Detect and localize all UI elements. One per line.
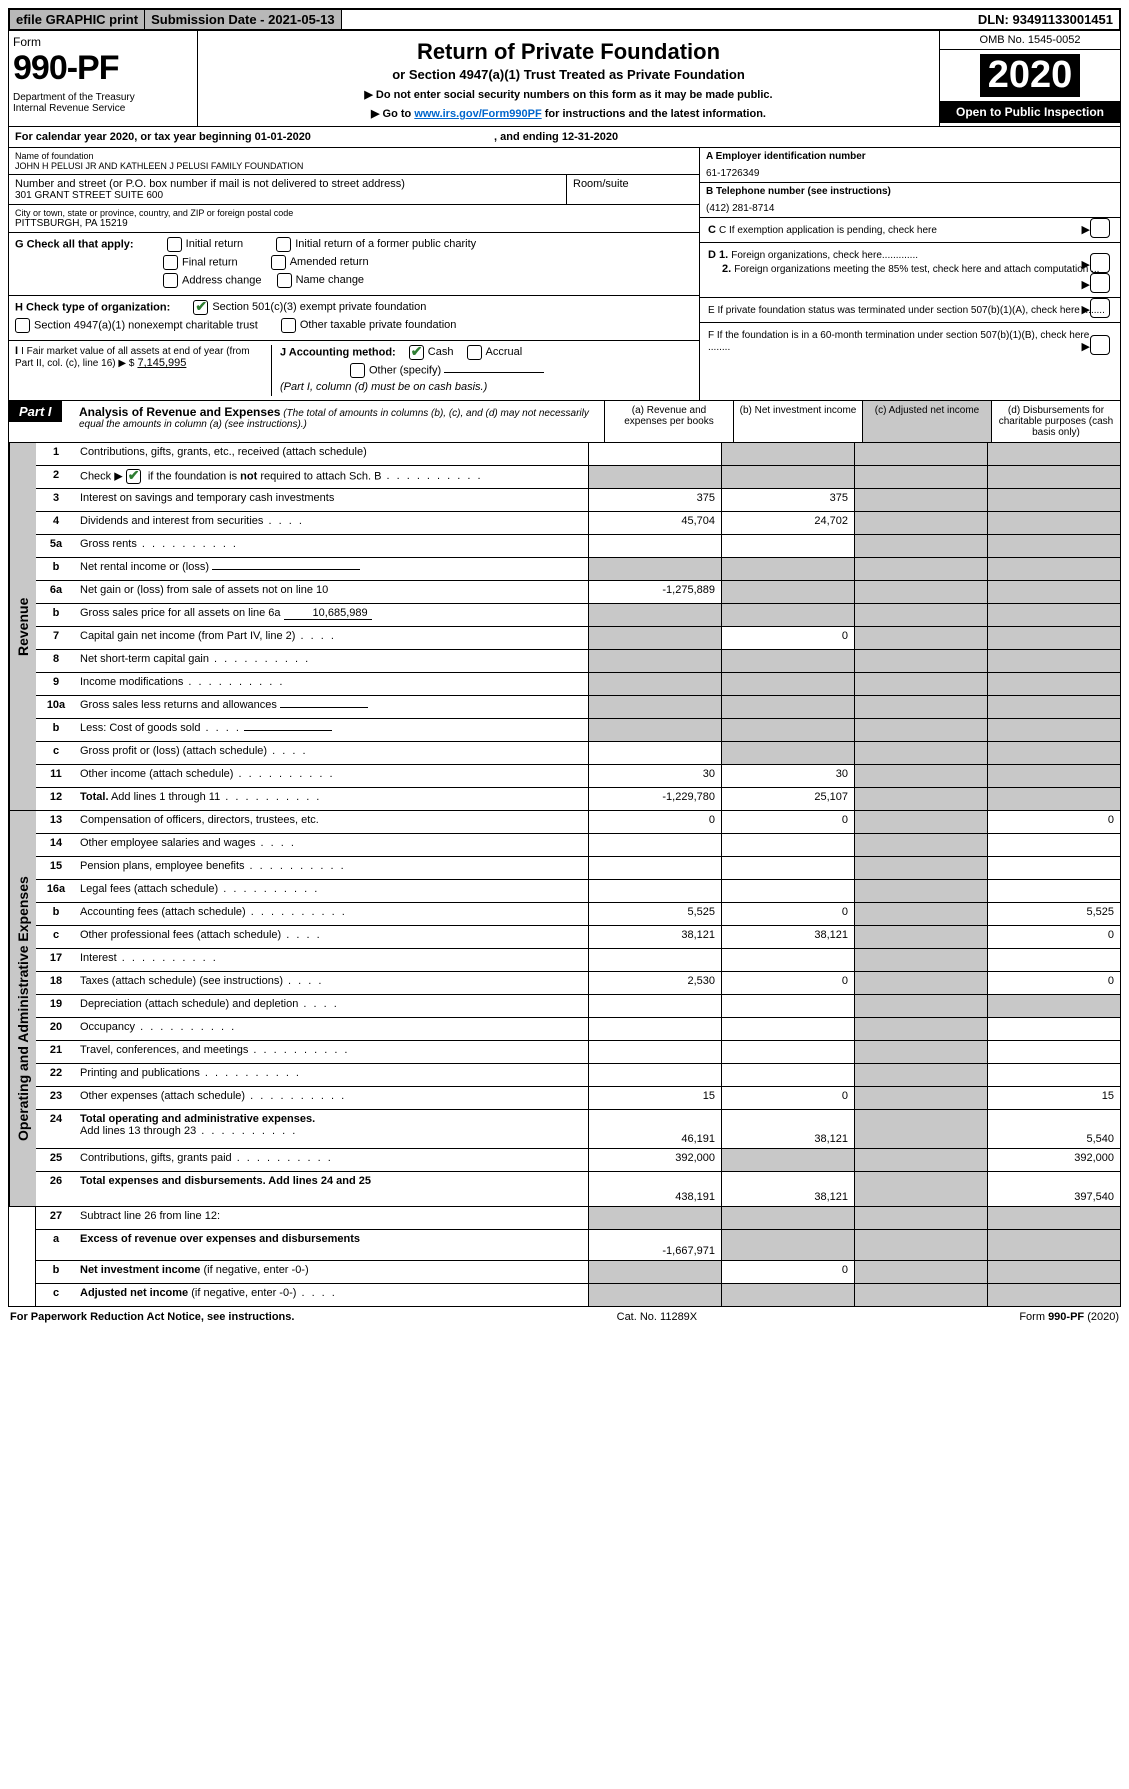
part-label: Part I [9,401,62,422]
form-number: 990-PF [13,49,193,88]
section-g: G Check all that apply: Initial return I… [9,233,699,296]
sch-b-checkbox[interactable] [126,469,141,484]
info-section: Name of foundation JOHN H PELUSI JR AND … [8,148,1121,401]
other-taxable-checkbox[interactable] [281,318,296,333]
name-change-checkbox[interactable] [277,273,292,288]
street-cell: Number and street (or P.O. box number if… [9,175,567,204]
accrual-checkbox[interactable] [467,345,482,360]
form-title: Return of Private Foundation [204,39,933,65]
form-subtitle: or Section 4947(a)(1) Trust Treated as P… [204,67,933,82]
form-link[interactable]: www.irs.gov/Form990PF [414,108,541,120]
tel-cell: B Telephone number (see instructions) (4… [700,183,1120,218]
col-d-header: (d) Disbursements for charitable purpose… [991,401,1120,442]
efile-label: efile GRAPHIC print [10,10,145,29]
revenue-label: Revenue [9,443,36,810]
line27-table: 27Subtract line 26 from line 12: aExcess… [8,1207,1121,1307]
form-label: Form [13,35,193,49]
section-d: D 1. Foreign organizations, check here..… [700,243,1120,298]
header-note1: ▶ Do not enter social security numbers o… [204,88,933,101]
501c3-checkbox[interactable] [193,300,208,315]
part1-header: Part I Analysis of Revenue and Expenses … [8,401,1121,443]
section-h: H Check type of organization: Section 50… [9,296,699,341]
e-checkbox[interactable] [1090,298,1110,318]
foundation-name-cell: Name of foundation JOHN H PELUSI JR AND … [9,148,699,175]
ein-cell: A Employer identification number 61-1726… [700,148,1120,183]
initial-return-checkbox[interactable] [167,237,182,252]
4947-checkbox[interactable] [15,318,30,333]
footer-mid: Cat. No. 11289X [617,1311,698,1323]
room-cell: Room/suite [567,175,699,204]
omb-number: OMB No. 1545-0052 [940,31,1120,50]
expenses-table: Operating and Administrative Expenses 13… [8,811,1121,1207]
section-c: C C If exemption application is pending,… [700,218,1120,243]
city-cell: City or town, state or province, country… [9,205,699,233]
col-b-header: (b) Net investment income [733,401,862,442]
footer-left: For Paperwork Reduction Act Notice, see … [10,1311,294,1323]
section-e: E If private foundation status was termi… [700,298,1120,323]
initial-former-checkbox[interactable] [276,237,291,252]
footer-right: Form 990-PF (2020) [1019,1311,1119,1323]
amended-return-checkbox[interactable] [271,255,286,270]
dln: DLN: 93491133001451 [972,10,1119,29]
calendar-year-row: For calendar year 2020, or tax year begi… [8,127,1121,148]
col-a-header: (a) Revenue and expenses per books [604,401,733,442]
d1-checkbox[interactable] [1090,253,1110,273]
tax-year: 2020 [980,54,1081,97]
f-checkbox[interactable] [1090,335,1110,355]
revenue-table: Revenue 1Contributions, gifts, grants, e… [8,443,1121,811]
header-note2: ▶ Go to www.irs.gov/Form990PF for instru… [204,107,933,120]
submission-date: Submission Date - 2021-05-13 [145,10,342,29]
d2-checkbox[interactable] [1090,273,1110,293]
section-ij: I I Fair market value of all assets at e… [9,341,699,400]
form-header: Form 990-PF Department of the TreasuryIn… [8,31,1121,127]
dept: Department of the TreasuryInternal Reven… [13,92,193,114]
c-checkbox[interactable] [1090,218,1110,238]
section-f: F If the foundation is in a 60-month ter… [700,323,1120,359]
inspection-label: Open to Public Inspection [940,101,1120,123]
col-c-header: (c) Adjusted net income [862,401,991,442]
expenses-label: Operating and Administrative Expenses [9,811,36,1206]
address-change-checkbox[interactable] [163,273,178,288]
page-footer: For Paperwork Reduction Act Notice, see … [8,1307,1121,1327]
top-bar: efile GRAPHIC print Submission Date - 20… [8,8,1121,31]
cash-checkbox[interactable] [409,345,424,360]
other-method-checkbox[interactable] [350,363,365,378]
final-return-checkbox[interactable] [163,255,178,270]
